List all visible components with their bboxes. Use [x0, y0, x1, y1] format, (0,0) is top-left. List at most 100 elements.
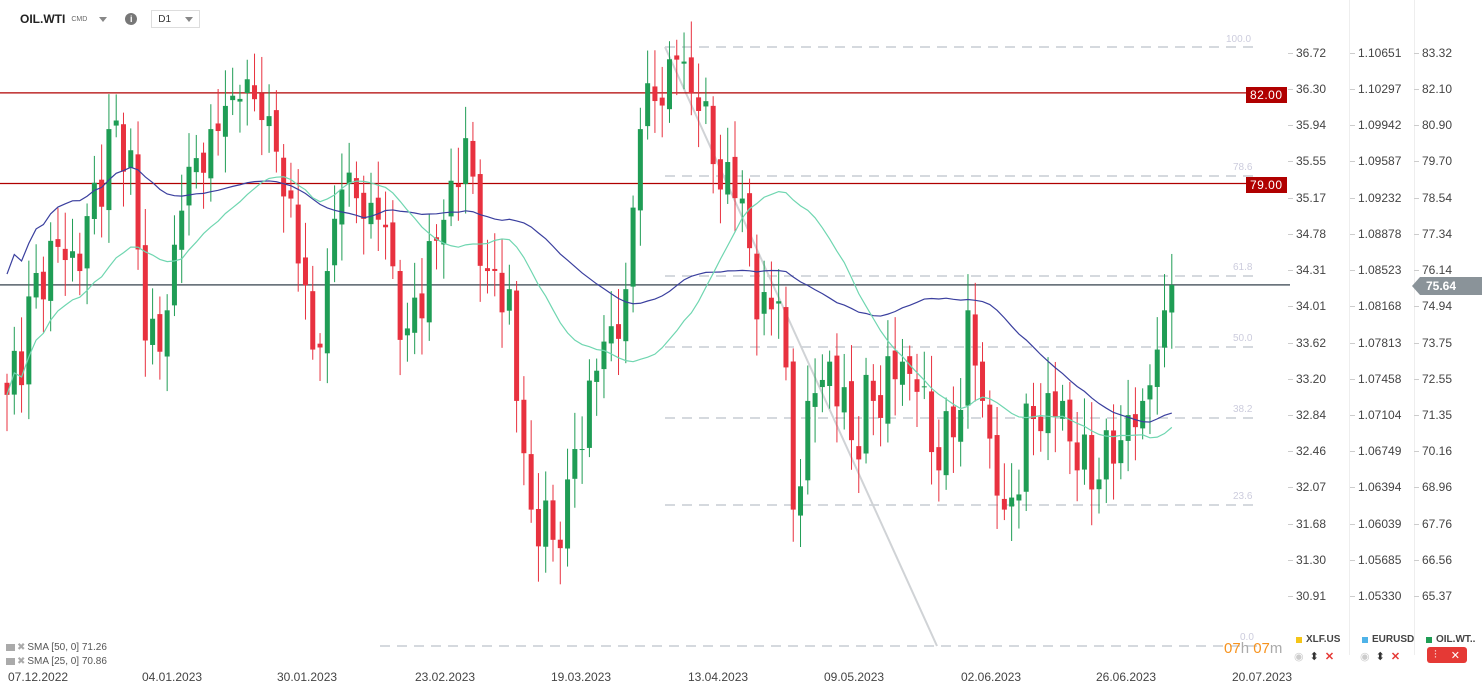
axis-tick-label: 1.06039 — [1349, 517, 1402, 531]
close-icon[interactable]: ✕ — [1390, 651, 1401, 663]
candle-up — [222, 105, 228, 137]
candle-up — [1125, 415, 1131, 441]
axis-tick-label: 32.46 — [1287, 444, 1327, 458]
candle-up — [885, 356, 891, 424]
candle-up — [608, 326, 614, 344]
candle-up — [179, 210, 185, 250]
candle-up — [463, 138, 469, 185]
candle-up — [645, 83, 651, 127]
close-icon[interactable]: ✕ — [1324, 651, 1335, 663]
candle-up — [819, 379, 825, 388]
candle-up — [33, 272, 39, 298]
candle-up — [186, 166, 192, 206]
chart-header: OIL.WTI CMD i D1 — [20, 10, 201, 28]
candle-up — [841, 387, 847, 413]
candle-up — [1096, 479, 1102, 490]
candle-down — [1089, 435, 1095, 490]
level-tag-79[interactable]: 79.00 — [1246, 177, 1287, 193]
candle-down — [616, 324, 622, 339]
candle-down — [4, 382, 10, 395]
candle-up — [441, 219, 447, 245]
candle-down — [790, 361, 796, 510]
candle-up — [681, 61, 687, 64]
axis-tick-label: 80.90 — [1413, 118, 1453, 132]
symbol-dropdown-icon[interactable] — [99, 16, 108, 22]
candle-down — [768, 297, 774, 310]
candle-up — [324, 271, 330, 354]
axis-tick-label: 33.62 — [1287, 336, 1327, 350]
candle-up — [266, 116, 272, 127]
candle-down — [288, 190, 294, 199]
candle-down — [994, 435, 1000, 496]
axis-tick-label: 74.94 — [1413, 299, 1453, 313]
candle-down — [55, 239, 61, 247]
candle-down — [375, 197, 381, 220]
candle-down — [201, 152, 207, 173]
axis-tick-label: 68.96 — [1413, 480, 1453, 494]
sma50-indicator[interactable]: ✖ SMA [50, 0] 71.26 — [6, 642, 107, 653]
symbol-name[interactable]: OIL.WTI — [20, 12, 66, 26]
symbol-type: CMD — [71, 15, 88, 23]
date-axis-label: 20.07.2023 — [1232, 670, 1293, 684]
axis-tick-label: 1.06749 — [1349, 444, 1402, 458]
level-tag-82[interactable]: 82.00 — [1246, 87, 1287, 103]
candle-down — [674, 55, 680, 60]
fib-label: 23.6 — [1233, 491, 1253, 502]
color-swatch — [1296, 636, 1302, 643]
axis-tick-label: 34.31 — [1287, 263, 1327, 277]
oil-series-controls[interactable]: ⫶ ✕ — [1427, 647, 1467, 663]
candle-down — [252, 85, 258, 100]
settings-icon[interactable] — [6, 644, 15, 651]
candle-up — [594, 370, 600, 382]
candle-up — [48, 240, 54, 301]
candle-down — [302, 257, 308, 286]
candle-down — [135, 154, 141, 250]
candle-down — [528, 454, 534, 510]
candle-up — [666, 59, 672, 110]
candle-down — [1001, 498, 1007, 510]
candle-down — [361, 192, 367, 219]
candle-up — [113, 120, 119, 126]
candle-down — [834, 355, 840, 407]
eye-icon[interactable]: ◉ — [1360, 651, 1370, 663]
fib-label: 78.6 — [1233, 162, 1253, 173]
candle-down — [870, 380, 876, 401]
settings-icon[interactable] — [6, 658, 15, 665]
reorder-icon[interactable]: ⬍ — [1375, 651, 1385, 663]
axis-tick-label: 1.08168 — [1349, 299, 1402, 313]
sma25-indicator[interactable]: ✖ SMA [25, 0] 70.86 — [6, 656, 107, 667]
eye-icon[interactable]: ◉ — [1294, 651, 1304, 663]
candle-up — [332, 218, 338, 266]
candle-up — [921, 386, 927, 388]
axis-tick-label: 30.91 — [1287, 589, 1327, 603]
candle-down — [747, 193, 753, 249]
close-icon[interactable]: ✕ — [1450, 649, 1460, 662]
candle-up — [128, 150, 134, 168]
axis-tick-label: 78.54 — [1413, 191, 1453, 205]
candle-down — [484, 268, 490, 272]
candle-up — [91, 182, 97, 219]
current-price-tag: 75.64 — [1412, 277, 1482, 295]
remove-icon[interactable]: ✖ — [17, 656, 26, 667]
info-icon[interactable]: i — [125, 13, 138, 25]
candle-up — [506, 289, 512, 311]
candlestick-icon[interactable]: ⫶ — [1434, 648, 1437, 661]
axis-tick-label: 33.20 — [1287, 372, 1327, 386]
candle-up — [346, 172, 352, 184]
timeframe-select[interactable]: D1 — [151, 10, 201, 28]
candle-up — [84, 216, 90, 269]
candle-down — [1111, 430, 1117, 464]
candle-down — [1038, 416, 1044, 432]
candle-down — [710, 105, 716, 165]
remove-icon[interactable]: ✖ — [17, 642, 26, 653]
candle-up — [1103, 430, 1109, 480]
candle-up — [703, 101, 709, 107]
candle-up — [1016, 494, 1022, 501]
axis-tick-label: 1.05685 — [1349, 553, 1402, 567]
price-chart[interactable] — [0, 0, 1290, 660]
axis-tick-label: 1.10651 — [1349, 46, 1402, 60]
candle-down — [936, 447, 942, 471]
reorder-icon[interactable]: ⬍ — [1309, 651, 1319, 663]
sma25-line — [6, 176, 1173, 439]
timeframe-value: D1 — [158, 13, 172, 25]
